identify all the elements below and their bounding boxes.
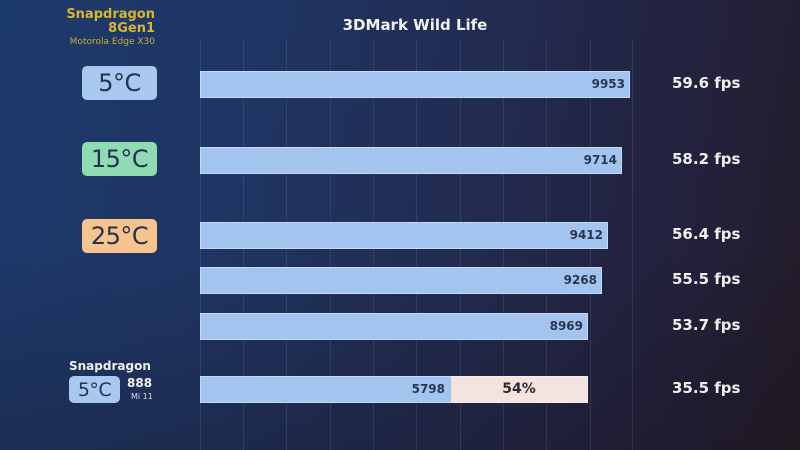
score-bar-split: 5798 54%: [200, 376, 588, 403]
chart-title: 3DMark Wild Life: [342, 16, 488, 34]
fps-value: 56.4 fps: [672, 225, 741, 243]
score-value: 9268: [563, 273, 597, 287]
fps-value: 58.2 fps: [672, 150, 741, 168]
soc-label-888-model: 888: [127, 376, 153, 390]
temp-badge-5c-888: 5°C: [69, 376, 120, 403]
soc-brand: Snapdragon: [66, 7, 155, 22]
fps-value: 59.6 fps: [672, 74, 741, 92]
score-bar: 8969: [200, 313, 588, 340]
soc-label-888-brand: Snapdragon: [69, 359, 151, 373]
difference-bar: 54%: [451, 376, 588, 403]
score-bar: 9714: [200, 147, 622, 174]
temp-badge-25c: 25°C: [82, 219, 157, 253]
temp-badge-15c: 15°C: [82, 142, 157, 176]
grid-line: [632, 40, 633, 450]
soc-label-888-device: Mi 11: [131, 392, 153, 401]
score-value: 9412: [569, 228, 603, 242]
score-bar: 9953: [200, 71, 630, 98]
soc-device: Motorola Edge X30: [69, 36, 155, 47]
score-value: 5798: [411, 382, 445, 396]
score-bar: 5798: [200, 376, 451, 403]
score-value: 9953: [591, 77, 625, 91]
fps-value: 35.5 fps: [672, 379, 741, 397]
fps-value: 55.5 fps: [672, 270, 741, 288]
temp-badge-5c: 5°C: [82, 66, 157, 100]
score-value: 9714: [583, 153, 617, 167]
score-value: 8969: [549, 319, 583, 333]
score-bar: 9412: [200, 222, 608, 249]
score-bar: 9268: [200, 267, 602, 294]
soc-model: 8Gen1: [108, 21, 155, 37]
soc-label-8gen1: Snapdragon 8Gen1 Motorola Edge X30: [66, 7, 155, 47]
fps-value: 53.7 fps: [672, 316, 741, 334]
